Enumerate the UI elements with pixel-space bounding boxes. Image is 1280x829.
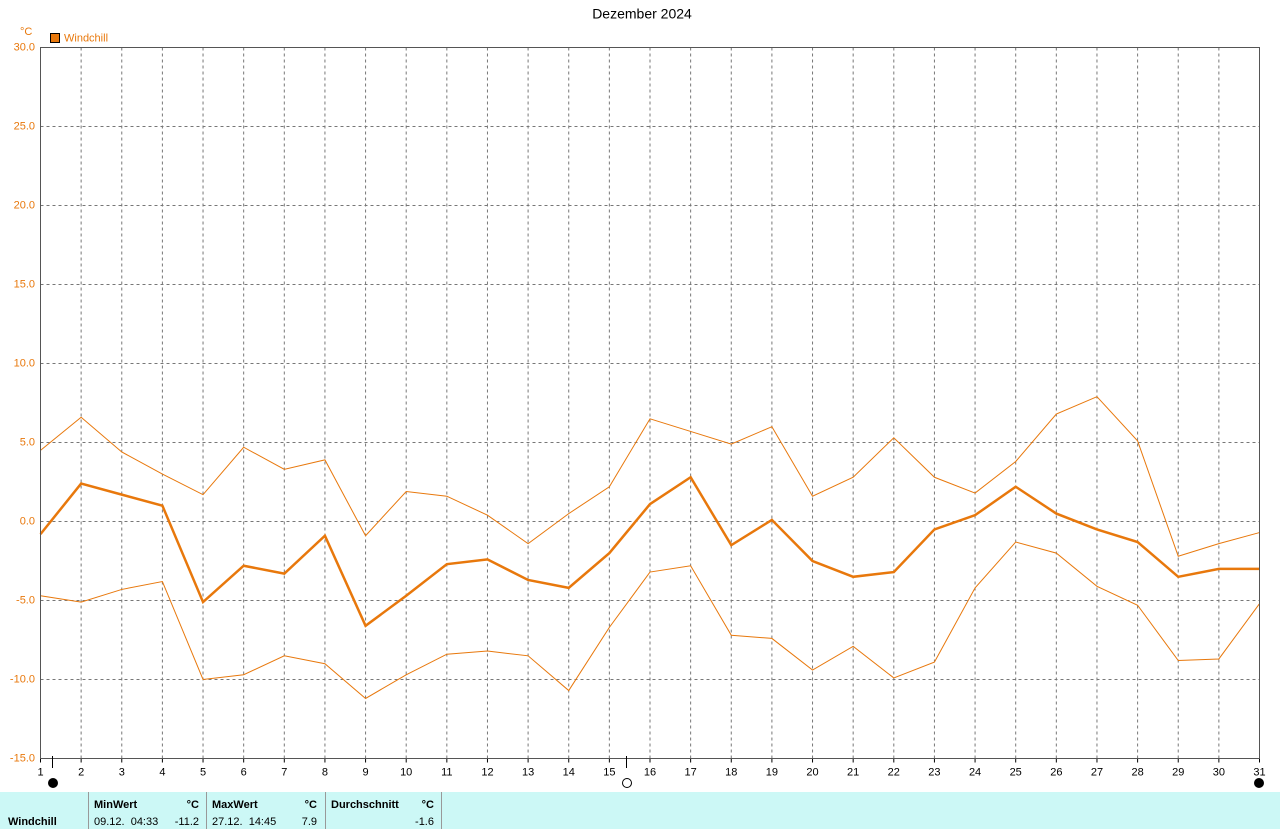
x-tick-label: 29 [1172,766,1184,778]
x-tick-label: 31 [1253,766,1265,778]
plot-frame [40,47,1260,759]
series-line [39,475,1260,628]
summary-table: Windchill MinWert °C 09.12. 04:33 -11.2 … [0,792,1280,829]
x-tick-label: 15 [603,766,615,778]
x-tick-label: 27 [1091,766,1103,778]
x-tick-label: 21 [847,766,859,778]
x-tick-label: 9 [363,766,369,778]
y-tick-label: 30.0 [14,41,35,53]
y-tick-label: -15.0 [10,752,35,764]
min-header: MinWert [94,799,138,811]
summary-background [0,792,1280,829]
min-unit: °C [187,799,199,811]
min-value: -11.2 [175,816,199,828]
x-tick-label: 6 [241,766,247,778]
x-tick-label: 7 [281,766,287,778]
x-tick-label: 28 [1131,766,1143,778]
x-tick-label: 25 [1010,766,1022,778]
moon-phase-icon [622,778,632,788]
y-tick-label: 15.0 [14,278,35,290]
y-tick-label: 25.0 [14,120,35,132]
x-tick-label: 26 [1050,766,1062,778]
x-tick-label: 8 [322,766,328,778]
x-tick-label: 12 [481,766,493,778]
moon-phase-icon [1254,778,1264,788]
min-time: 09.12. 04:33 [94,816,158,828]
chart-title: Dezember 2024 [592,6,692,22]
x-tick-label: 4 [159,766,165,778]
legend-swatch [50,33,60,43]
row-label: Windchill [8,816,57,828]
x-tick-label: 16 [644,766,656,778]
x-tick-label: 5 [200,766,206,778]
x-tick-label: 19 [766,766,778,778]
x-tick-label: 13 [522,766,534,778]
max-unit: °C [305,799,317,811]
moon-phase-icon [48,778,58,788]
x-tick-label: 18 [725,766,737,778]
y-tick-label: 20.0 [14,199,35,211]
legend-label: Windchill [64,32,108,44]
avg-header: Durchschnitt [331,799,399,811]
x-tick-label: 2 [78,766,84,778]
max-header: MaxWert [212,799,258,811]
x-tick-label: 24 [969,766,981,778]
avg-value: -1.6 [415,816,434,828]
x-tick-label: 14 [563,766,575,778]
y-tick-label: 5.0 [20,436,35,448]
y-tick-label: -10.0 [10,673,35,685]
x-tick-label: 22 [888,766,900,778]
x-tick-label: 1 [37,766,43,778]
y-tick-label: -5.0 [16,594,35,606]
x-tick-label: 11 [441,766,452,778]
x-tick-label: 17 [685,766,697,778]
x-tick-label: 20 [806,766,818,778]
y-unit: °C [20,26,32,38]
x-tick-label: 10 [400,766,412,778]
x-tick-label: 23 [928,766,940,778]
y-tick-label: 0.0 [20,515,35,527]
x-tick-label: 30 [1213,766,1225,778]
y-tick-label: 10.0 [14,357,35,369]
x-tick-label: 3 [119,766,125,778]
max-value: 7.9 [302,816,317,828]
series-line [40,541,1260,700]
series-line [40,396,1260,557]
max-time: 27.12. 14:45 [212,816,276,828]
avg-unit: °C [422,799,434,811]
